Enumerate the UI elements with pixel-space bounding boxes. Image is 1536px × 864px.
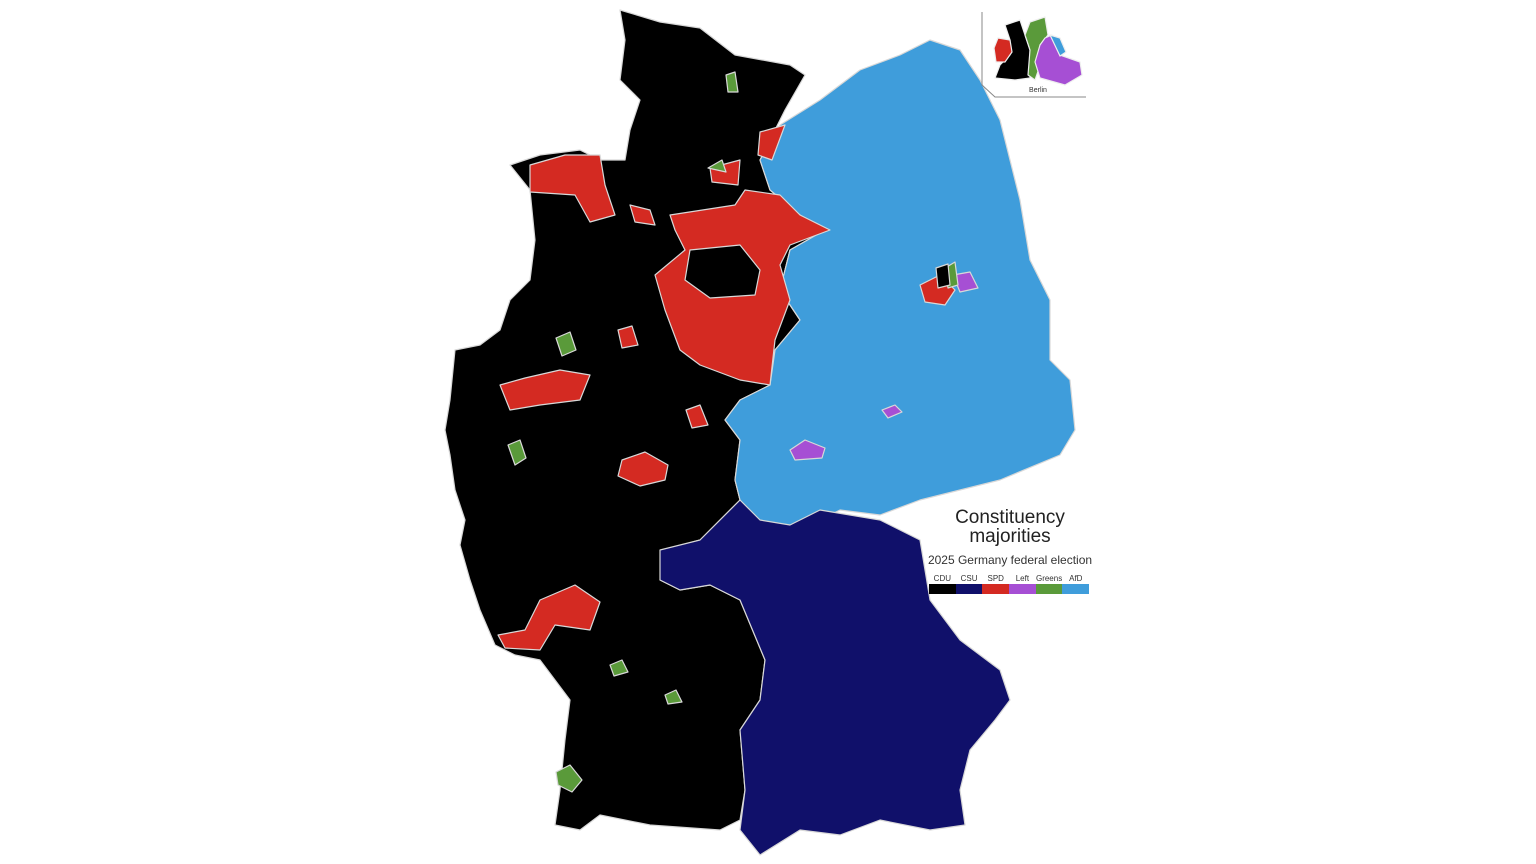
inset-spd — [993, 37, 1013, 63]
legend-entry-greens: Greens — [1035, 573, 1063, 594]
region-freiburg — [555, 764, 583, 793]
berlin-inset-label: Berlin — [1029, 87, 1047, 94]
legend: CDU CSU SPD Left Greens AfD — [929, 573, 1090, 594]
region-stuttgart-green — [664, 689, 683, 705]
region-osnabrueck — [617, 325, 639, 349]
legend-entry-afd: AfD — [1062, 573, 1090, 594]
region-oldenburg — [629, 204, 656, 226]
legend-swatch — [982, 584, 1010, 594]
legend-label: SPD — [987, 574, 1004, 583]
region-bavaria — [659, 499, 1011, 856]
legend-entry-spd: SPD — [982, 573, 1010, 594]
region-hesse-central — [617, 451, 669, 487]
berlin-inset-frame — [981, 12, 1086, 98]
region-karlsruhe-green — [609, 659, 629, 677]
legend-swatch — [1062, 584, 1090, 594]
region-kassel — [685, 404, 709, 429]
legend-entry-csu: CSU — [955, 573, 983, 594]
legend-label: CDU — [933, 574, 952, 583]
region-east — [724, 39, 1076, 531]
legend-subtitle: 2025 Germany federal election — [927, 553, 1093, 567]
region-aachen — [507, 439, 527, 466]
legend-label: CSU — [960, 574, 978, 583]
region-muenster-green — [555, 331, 577, 357]
legend-label: AfD — [1069, 574, 1083, 583]
region-ruhr — [499, 369, 591, 411]
legend-title: Constituency majorities — [955, 507, 1065, 547]
legend-label: Left — [1015, 574, 1030, 583]
region-thuringia-erfurt — [789, 439, 826, 461]
region-hannover-surround — [684, 244, 761, 299]
region-east-frisia — [529, 154, 616, 223]
legend-swatch — [1035, 584, 1063, 594]
region-berlin-cdu — [935, 263, 951, 289]
legend-swatch — [1009, 584, 1036, 594]
region-leipzig — [881, 404, 903, 419]
legend-swatch — [955, 584, 983, 594]
region-berlin-east — [952, 271, 979, 293]
inset-afd — [1049, 34, 1067, 57]
legend-swatch — [929, 584, 956, 594]
region-palatinate — [497, 584, 601, 651]
region-hamburg-green — [707, 159, 727, 173]
region-kiel-green — [725, 71, 739, 93]
legend-label: Greens — [1035, 574, 1063, 583]
legend-entry-left: Left — [1009, 573, 1036, 594]
region-lubeck — [757, 124, 786, 161]
legend-entry-cdu: CDU — [929, 573, 956, 594]
